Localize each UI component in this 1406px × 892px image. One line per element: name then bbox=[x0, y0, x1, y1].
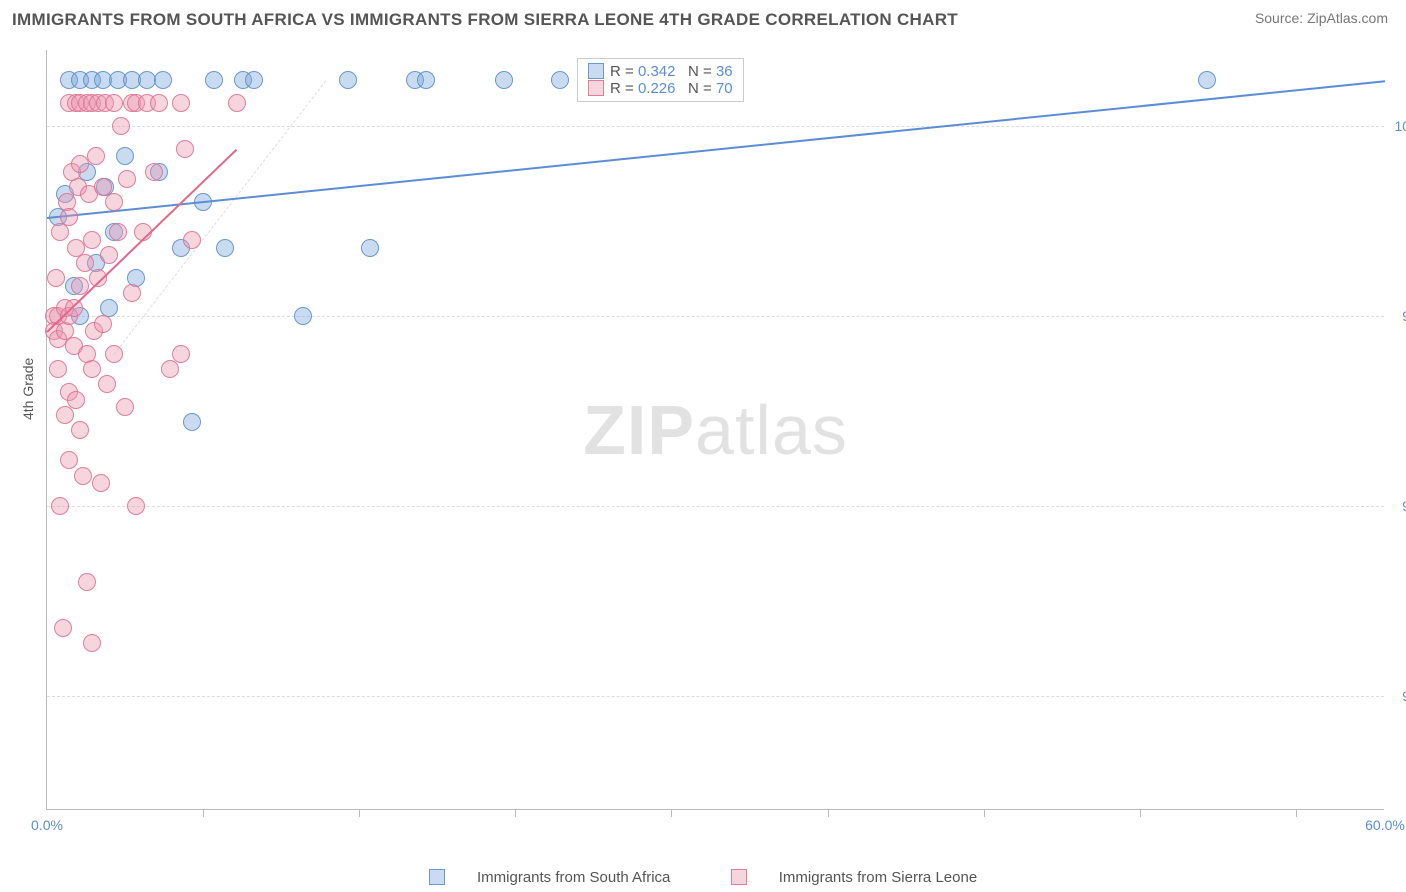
n-label: N = bbox=[688, 80, 716, 97]
y-axis-label: 4th Grade bbox=[20, 358, 36, 420]
data-point bbox=[116, 398, 134, 416]
chart-title: IMMIGRANTS FROM SOUTH AFRICA VS IMMIGRAN… bbox=[12, 10, 958, 30]
data-point bbox=[89, 269, 107, 287]
data-point bbox=[49, 360, 67, 378]
data-point bbox=[150, 94, 168, 112]
data-point bbox=[94, 315, 112, 333]
gridline-h bbox=[47, 696, 1384, 697]
data-point bbox=[56, 406, 74, 424]
data-point bbox=[127, 497, 145, 515]
n-value: 36 bbox=[716, 63, 733, 80]
data-point bbox=[172, 345, 190, 363]
data-point bbox=[51, 223, 69, 241]
ytick-label: 92.5% bbox=[1402, 688, 1406, 704]
chart-plot-area: ZIPatlas 92.5%95.0%97.5%100.0%0.0%60.0%R… bbox=[46, 50, 1384, 810]
data-point bbox=[92, 474, 110, 492]
data-point bbox=[60, 451, 78, 469]
xtick-minor bbox=[203, 809, 204, 817]
data-point bbox=[60, 208, 78, 226]
xtick-minor bbox=[1296, 809, 1297, 817]
data-point bbox=[172, 94, 190, 112]
n-label: N = bbox=[688, 63, 716, 80]
data-point bbox=[54, 619, 72, 637]
bottom-legend: Immigrants from South Africa Immigrants … bbox=[0, 869, 1406, 886]
xtick-minor bbox=[359, 809, 360, 817]
data-point bbox=[112, 117, 130, 135]
data-point bbox=[183, 413, 201, 431]
swatch-icon bbox=[588, 80, 604, 96]
r-value: 0.342 bbox=[638, 63, 676, 80]
watermark-bold: ZIP bbox=[583, 391, 695, 469]
data-point bbox=[245, 71, 263, 89]
data-point bbox=[83, 634, 101, 652]
legend-label-south-africa: Immigrants from South Africa bbox=[477, 869, 670, 886]
data-point bbox=[87, 147, 105, 165]
data-point bbox=[74, 467, 92, 485]
data-point bbox=[154, 71, 172, 89]
ytick-label: 100.0% bbox=[1395, 118, 1406, 134]
n-value: 70 bbox=[716, 80, 733, 97]
data-point bbox=[123, 284, 141, 302]
data-point bbox=[51, 497, 69, 515]
xtick-minor bbox=[515, 809, 516, 817]
chart-header: IMMIGRANTS FROM SOUTH AFRICA VS IMMIGRAN… bbox=[0, 0, 1406, 34]
swatch-icon bbox=[588, 63, 604, 79]
r-label: R = bbox=[610, 80, 638, 97]
data-point bbox=[228, 94, 246, 112]
xtick-minor bbox=[828, 809, 829, 817]
legend-item-south-africa: Immigrants from South Africa bbox=[415, 869, 689, 886]
data-point bbox=[176, 140, 194, 158]
data-point bbox=[109, 223, 127, 241]
ytick-label: 95.0% bbox=[1402, 498, 1406, 514]
data-point bbox=[65, 299, 83, 317]
data-point bbox=[100, 246, 118, 264]
data-point bbox=[339, 71, 357, 89]
data-point bbox=[361, 239, 379, 257]
gridline-h bbox=[47, 506, 1384, 507]
data-point bbox=[116, 147, 134, 165]
swatch-sierra-leone bbox=[731, 869, 747, 885]
legend-item-sierra-leone: Immigrants from Sierra Leone bbox=[717, 869, 992, 886]
data-point bbox=[417, 71, 435, 89]
data-point bbox=[118, 170, 136, 188]
ytick-label: 97.5% bbox=[1402, 308, 1406, 324]
watermark-light: atlas bbox=[695, 391, 848, 469]
data-point bbox=[183, 231, 201, 249]
stats-legend: R = 0.342 N = 36R = 0.226 N = 70 bbox=[577, 58, 744, 102]
xtick-minor bbox=[984, 809, 985, 817]
data-point bbox=[83, 231, 101, 249]
xtick-label: 60.0% bbox=[1365, 817, 1405, 833]
swatch-south-africa bbox=[429, 869, 445, 885]
data-point bbox=[78, 573, 96, 591]
gridline-h bbox=[47, 316, 1384, 317]
watermark: ZIPatlas bbox=[583, 390, 848, 470]
data-point bbox=[495, 71, 513, 89]
gridline-h bbox=[47, 126, 1384, 127]
data-point bbox=[67, 391, 85, 409]
stats-legend-row: R = 0.342 N = 36 bbox=[588, 63, 733, 80]
data-point bbox=[205, 71, 223, 89]
stats-legend-row: R = 0.226 N = 70 bbox=[588, 80, 733, 97]
data-point bbox=[105, 193, 123, 211]
data-point bbox=[551, 71, 569, 89]
data-point bbox=[216, 239, 234, 257]
data-point bbox=[98, 375, 116, 393]
data-point bbox=[294, 307, 312, 325]
data-point bbox=[76, 254, 94, 272]
data-point bbox=[47, 269, 65, 287]
r-value: 0.226 bbox=[638, 80, 676, 97]
data-point bbox=[1198, 71, 1216, 89]
data-point bbox=[71, 421, 89, 439]
r-label: R = bbox=[610, 63, 638, 80]
legend-label-sierra-leone: Immigrants from Sierra Leone bbox=[779, 869, 977, 886]
data-point bbox=[145, 163, 163, 181]
data-point bbox=[105, 345, 123, 363]
data-point bbox=[161, 360, 179, 378]
xtick-minor bbox=[671, 809, 672, 817]
xtick-minor bbox=[1140, 809, 1141, 817]
data-point bbox=[83, 360, 101, 378]
xtick-label: 0.0% bbox=[31, 817, 63, 833]
data-point bbox=[105, 94, 123, 112]
chart-source: Source: ZipAtlas.com bbox=[1255, 10, 1388, 26]
